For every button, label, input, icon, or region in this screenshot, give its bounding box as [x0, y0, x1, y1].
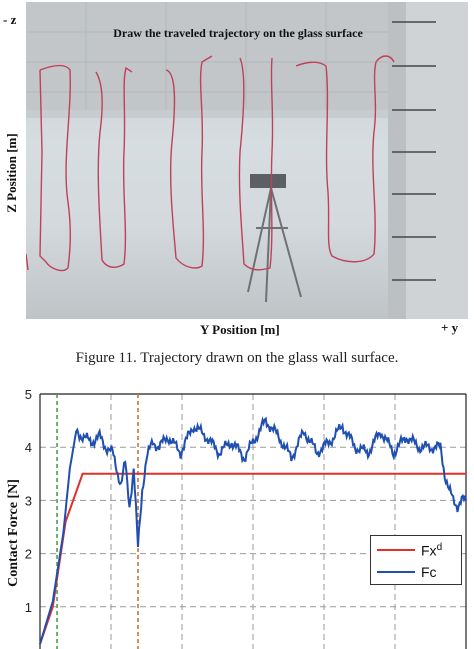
trajectory-curve	[26, 55, 395, 272]
y-axis-label: Y Position [m]	[200, 322, 280, 337]
y-corner-label: + y	[441, 320, 459, 335]
y-tick-label: 4	[25, 440, 32, 455]
figure-caption: Figure 11. Trajectory drawn on the glass…	[75, 350, 399, 366]
chart-y-axis-label: Contact Force [N]	[6, 479, 21, 587]
contact-force-chart: 1 2 3 4 5 Contact Force [N]	[0, 380, 474, 649]
y-tick-label: 2	[25, 547, 32, 562]
glass-wall-photo: Draw the traveled trajectory on the glas…	[26, 2, 468, 319]
z-axis-label: Z Position [m]	[4, 133, 19, 213]
camera-tripod	[247, 174, 302, 303]
y-tick-label: 5	[25, 387, 32, 402]
legend-swatch-fxd	[377, 549, 415, 551]
legend-swatch-fc	[377, 571, 415, 573]
series-line-fc	[39, 416, 467, 645]
series-line-fx	[39, 472, 466, 645]
trajectory-photo-panel: - z Z Position [m]	[3, 2, 468, 337]
legend-entry-fxd: Fxd	[377, 540, 461, 560]
photo-scene	[26, 2, 468, 319]
y-tick-label: 3	[25, 493, 32, 508]
chart-legend: Fxd Fc	[370, 535, 462, 585]
y-tick-label: 1	[25, 600, 32, 615]
z-corner-label: - z	[3, 12, 17, 27]
legend-entry-fc: Fc	[377, 562, 461, 582]
legend-label-fxd: Fxd	[421, 542, 443, 559]
chart-canvas: 1 2 3 4 5	[25, 387, 467, 649]
photo-title: Draw the traveled trajectory on the glas…	[113, 26, 363, 40]
legend-label-fc: Fc	[421, 564, 437, 580]
